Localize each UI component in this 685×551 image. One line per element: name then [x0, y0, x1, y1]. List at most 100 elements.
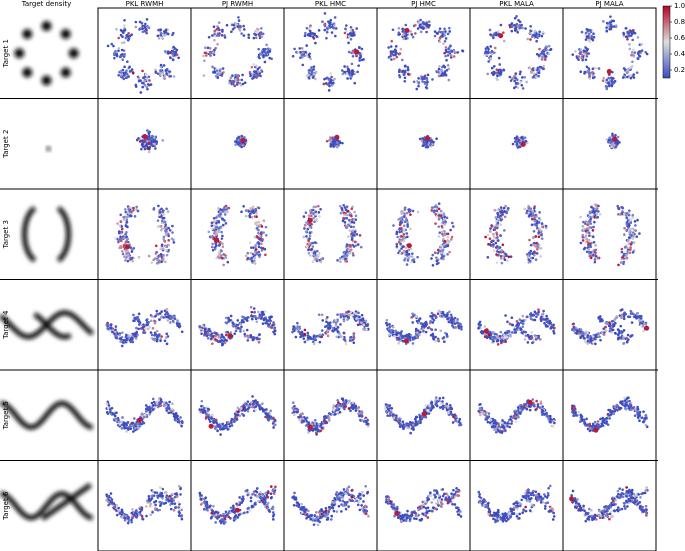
sample-point — [490, 49, 494, 53]
sample-point — [167, 226, 170, 230]
sample-point — [130, 339, 134, 343]
sample-point — [211, 342, 214, 345]
sample-point — [631, 60, 634, 64]
sample-point — [508, 322, 512, 326]
sample-point — [519, 70, 522, 74]
sample-point — [640, 324, 643, 327]
sample-point — [131, 260, 135, 263]
sample-point — [252, 337, 256, 341]
sample-point — [313, 32, 316, 36]
sample-point — [397, 31, 401, 34]
sample-point — [257, 206, 261, 210]
sample-point — [166, 32, 170, 36]
sample-point — [145, 143, 148, 146]
sample-point — [400, 212, 403, 215]
sample-point — [360, 47, 364, 51]
sample-point — [319, 257, 323, 261]
sample-cloud — [198, 305, 277, 347]
sample-point — [350, 214, 353, 218]
sample-point — [401, 27, 404, 31]
sample-point — [604, 329, 608, 332]
sample-point — [500, 261, 504, 265]
sample-point — [224, 316, 228, 320]
sample-point — [152, 258, 155, 262]
sample-point — [206, 50, 210, 54]
sample-point — [143, 147, 147, 151]
sample-point — [401, 339, 405, 343]
sample-point — [387, 46, 390, 49]
sample-point — [299, 335, 302, 339]
sample-cloud — [106, 18, 180, 94]
sample-point — [424, 320, 428, 324]
sample-point — [121, 35, 124, 39]
sample-point — [629, 76, 633, 80]
sample-point — [213, 29, 217, 32]
sample-point — [590, 37, 594, 41]
sample-point — [425, 140, 429, 144]
sample-point — [535, 39, 538, 43]
sample-point — [629, 335, 632, 338]
sample-point — [153, 338, 157, 342]
sample-point — [354, 214, 358, 218]
sample-point — [341, 257, 345, 260]
sample-point — [496, 211, 499, 215]
sample-point — [346, 67, 350, 71]
target-density — [21, 206, 72, 263]
sample-point — [297, 50, 301, 54]
sample-point — [212, 224, 216, 227]
sample-point — [343, 31, 347, 35]
sample-point — [310, 66, 313, 69]
sample-point — [392, 57, 396, 61]
sample-point — [478, 324, 481, 328]
sample-point — [609, 23, 613, 27]
sample-point — [355, 232, 359, 236]
sample-point — [170, 237, 174, 241]
sample-cloud — [385, 309, 463, 345]
sample-point — [151, 326, 155, 330]
sample-point — [132, 206, 135, 210]
sample-point — [309, 248, 313, 251]
sample-point — [333, 16, 337, 19]
sample-point — [364, 319, 368, 323]
sample-point — [511, 25, 514, 28]
sample-point — [575, 329, 579, 333]
sample-point — [491, 332, 495, 335]
sample-point — [635, 71, 639, 74]
sample-point — [256, 316, 260, 320]
sample-point — [608, 136, 612, 139]
sample-point — [146, 321, 149, 324]
sample-point — [344, 259, 347, 263]
sample-point — [241, 73, 244, 77]
sample-point — [141, 69, 144, 73]
sample-point — [422, 27, 425, 30]
sample-point — [489, 33, 492, 36]
sample-point — [577, 332, 581, 335]
sample-point — [445, 68, 449, 72]
sample-point — [240, 145, 243, 149]
sample-point — [225, 23, 229, 27]
sample-point — [495, 233, 499, 236]
sample-point — [308, 25, 312, 28]
sample-point — [215, 221, 218, 225]
sample-point — [347, 35, 351, 38]
sample-point — [309, 57, 313, 61]
sample-point — [163, 34, 166, 37]
sample-point — [496, 245, 499, 248]
sample-point — [398, 249, 401, 253]
sample-point — [297, 327, 300, 330]
sample-point — [438, 27, 442, 31]
sample-point — [529, 249, 533, 253]
sample-point — [440, 256, 444, 259]
sample-point — [250, 65, 254, 69]
sample-point — [418, 318, 421, 321]
sample-point — [126, 259, 130, 263]
sample-point — [425, 30, 428, 34]
sample-point — [330, 31, 334, 34]
sample-point — [505, 254, 508, 258]
sample-point — [207, 333, 211, 336]
sample-point — [591, 71, 594, 74]
sample-point — [518, 145, 522, 149]
sample-point — [345, 213, 349, 217]
sample-point — [545, 325, 548, 328]
sample-point — [117, 240, 120, 244]
